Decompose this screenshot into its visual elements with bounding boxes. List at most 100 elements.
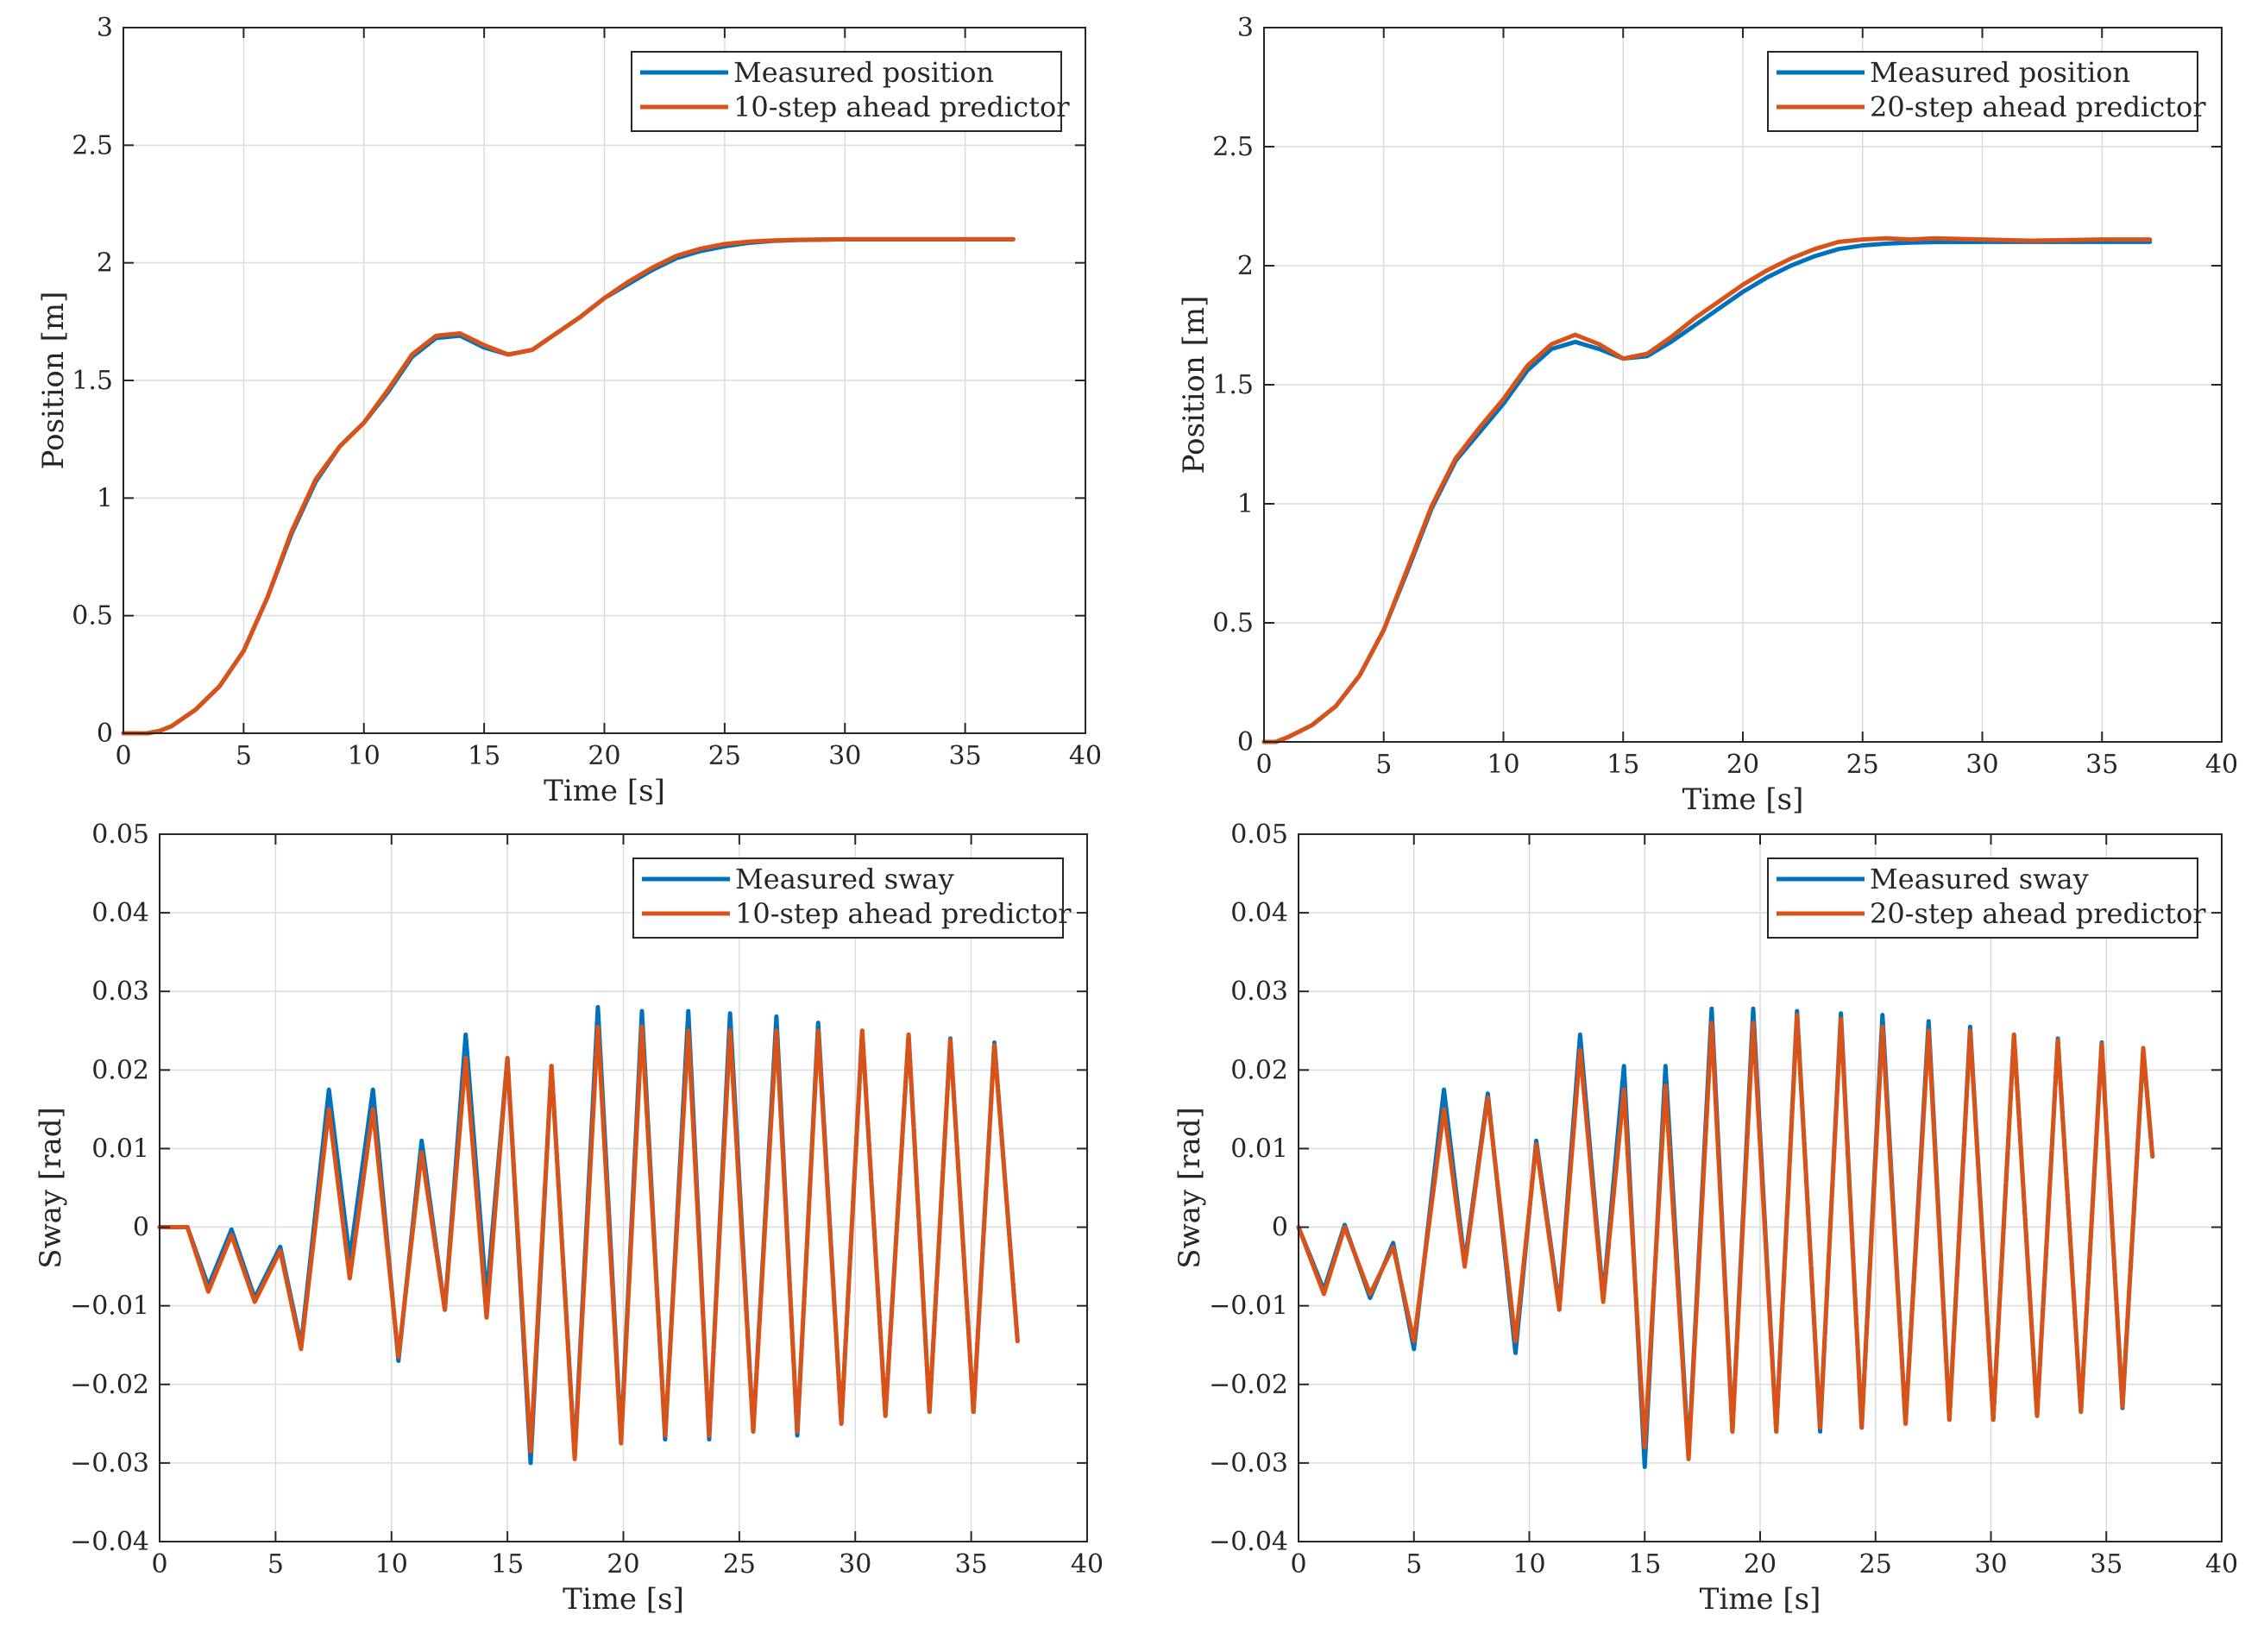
x-tick-label: 0	[1255, 750, 1272, 780]
legend-box	[1767, 857, 2198, 939]
x-tick-label: 35	[2085, 750, 2118, 780]
x-tick-label: 30	[839, 1549, 871, 1580]
y-tick-label: 0	[1272, 1213, 1288, 1243]
y-tick-label: 0	[133, 1213, 149, 1243]
x-tick-label: 10	[375, 1549, 408, 1580]
chart-position-10-step: 0 5 10 15 20 25 30 35 40 0 0.5 1 1.5 2 2.5 3 Time [s] Pos…	[36, 13, 1102, 808]
y-tick-label: −0.03	[70, 1448, 149, 1479]
series-line-predicted	[121, 236, 1016, 736]
legend-label-measured: Measured sway	[1870, 863, 2089, 895]
y-tick-label: 0	[97, 719, 113, 749]
y-axis-label: Position [m]	[36, 292, 71, 470]
x-tick-label: 30	[828, 741, 861, 771]
x-tick-label: 35	[955, 1549, 988, 1580]
y-tick-label: 0.04	[1230, 898, 1288, 928]
x-tick-label: 35	[949, 741, 982, 771]
x-tick-label: 10	[1487, 750, 1519, 780]
y-tick-label: 0.05	[91, 820, 149, 850]
y-tick-label: 0.01	[1230, 1134, 1288, 1164]
y-tick-label: −0.01	[70, 1291, 149, 1322]
series-line-predicted	[1296, 1013, 2155, 1461]
x-tick-label: 10	[1512, 1549, 1545, 1580]
legend-box	[632, 857, 1064, 939]
x-tick-label: 5	[1406, 1549, 1422, 1580]
y-tick-label: −0.04	[70, 1527, 149, 1557]
legend-label-predicted: 10-step ahead predictor	[735, 897, 1072, 930]
series-line-predicted	[157, 1024, 1020, 1461]
y-tick-label: 0.5	[1212, 608, 1254, 638]
x-tick-label: 0	[151, 1549, 167, 1580]
x-tick-label: 10	[348, 741, 380, 771]
y-axis-label: Sway [rad]	[1173, 1107, 1207, 1269]
chart-position-20-step: 0 5 10 15 20 25 30 35 40 0 0.5 1 1.5 2 2.5 3 Time [s] Pos…	[1177, 13, 2238, 817]
x-tick-label: 5	[267, 1549, 284, 1580]
x-tick-label: 15	[1628, 1549, 1661, 1580]
y-tick-label: 1	[97, 483, 113, 513]
legend-label-measured: Measured position	[1870, 56, 2130, 89]
legend-label-predicted: 20-step ahead predictor	[1870, 91, 2206, 123]
y-tick-label: 0.01	[91, 1134, 149, 1164]
legend-box	[1767, 51, 2198, 132]
legend-label-measured: Measured position	[733, 56, 994, 89]
x-tick-label: 40	[1071, 1549, 1104, 1580]
y-tick-label: 2	[1237, 251, 1254, 281]
x-tick-label: 5	[1375, 750, 1392, 780]
x-tick-label: 40	[1069, 741, 1102, 771]
chart-sway-10-step: 0 5 10 15 20 25 30 35 40 −0.04 −0.03 −0.02 −0.01 0 0.0…	[34, 820, 1104, 1617]
x-tick-label: 20	[1744, 1549, 1777, 1580]
x-tick-label: 40	[2205, 1549, 2238, 1580]
y-tick-label: −0.02	[1209, 1370, 1288, 1400]
y-axis-label: Position [m]	[1177, 296, 1211, 474]
legend-box	[631, 51, 1062, 132]
y-tick-label: 2.5	[72, 130, 113, 160]
x-tick-label: 0	[1290, 1549, 1306, 1580]
y-tick-label: 1	[1237, 489, 1254, 519]
x-axis-label: Time [s]	[1682, 782, 1804, 817]
x-tick-label: 15	[1607, 750, 1639, 780]
x-tick-label: 20	[588, 741, 620, 771]
y-tick-label: 3	[1237, 13, 1254, 43]
x-tick-label: 5	[236, 741, 252, 771]
x-axis-label: Time [s]	[544, 774, 665, 808]
chart-sway-20-step: 0 5 10 15 20 25 30 35 40 −0.04 −0.03 −0.02 −0.01 0 0.0…	[1173, 820, 2238, 1617]
legend-label-measured: Measured sway	[735, 863, 954, 895]
y-tick-label: 0.5	[72, 601, 113, 631]
x-axis-label: Time [s]	[563, 1582, 684, 1617]
legend-label-predicted: 10-step ahead predictor	[733, 91, 1070, 123]
x-tick-label: 20	[1726, 750, 1759, 780]
y-tick-label: 0.05	[1230, 820, 1288, 850]
x-tick-label: 30	[1965, 750, 1998, 780]
y-tick-label: 2.5	[1212, 132, 1254, 162]
x-tick-label: 25	[708, 741, 741, 771]
x-tick-label: 25	[1846, 750, 1879, 780]
x-axis-label: Time [s]	[1700, 1582, 1821, 1617]
x-tick-label: 20	[607, 1549, 639, 1580]
y-tick-label: −0.04	[1209, 1527, 1288, 1557]
y-tick-label: 3	[97, 13, 113, 43]
x-tick-label: 15	[468, 741, 500, 771]
x-tick-label: 15	[491, 1549, 524, 1580]
y-tick-label: −0.03	[1209, 1448, 1288, 1479]
y-tick-label: 0.04	[91, 898, 149, 928]
legend-label-predicted: 20-step ahead predictor	[1870, 897, 2206, 930]
x-tick-label: 0	[115, 741, 131, 771]
y-tick-label: −0.01	[1209, 1291, 1288, 1322]
x-tick-label: 30	[1974, 1549, 2007, 1580]
y-tick-label: 0.02	[91, 1055, 149, 1085]
y-tick-label: 1.5	[72, 366, 113, 396]
y-tick-label: 2	[97, 248, 113, 279]
x-tick-label: 25	[1859, 1549, 1892, 1580]
y-tick-label: −0.02	[70, 1370, 149, 1400]
x-tick-label: 25	[723, 1549, 756, 1580]
x-tick-label: 40	[2205, 750, 2238, 780]
y-tick-label: 0.03	[1230, 977, 1288, 1007]
x-tick-label: 35	[2090, 1549, 2122, 1580]
y-tick-label: 1.5	[1212, 370, 1254, 400]
y-tick-label: 0.02	[1230, 1055, 1288, 1085]
y-tick-label: 0	[1237, 727, 1254, 757]
y-axis-label: Sway [rad]	[34, 1107, 68, 1269]
